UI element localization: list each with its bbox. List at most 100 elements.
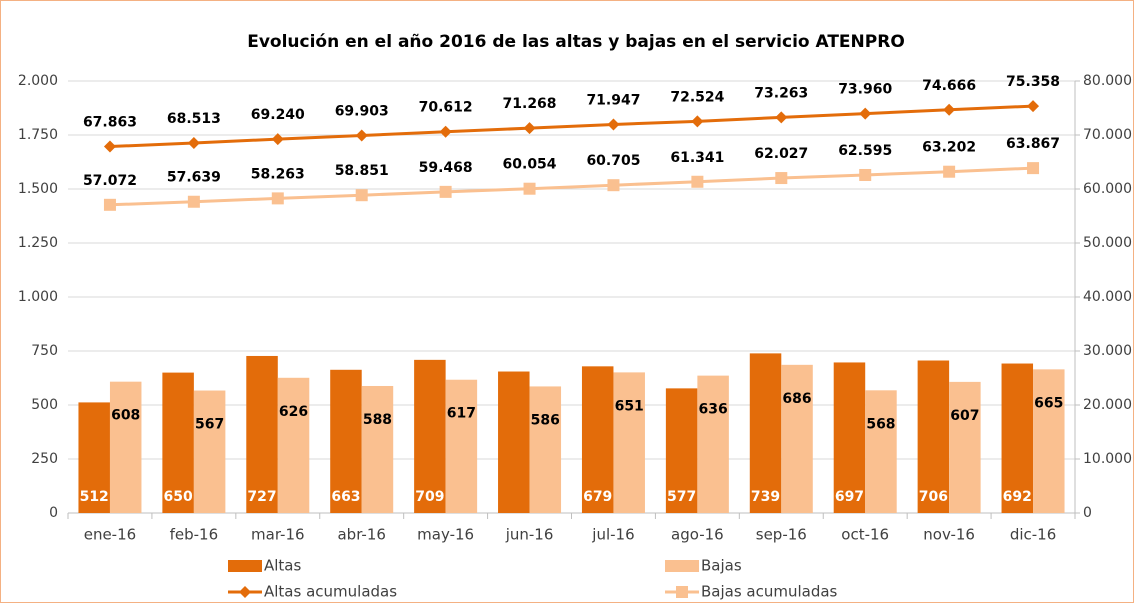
- bar: [109, 381, 142, 513]
- data-label: 686: [782, 391, 811, 407]
- marker: [439, 185, 452, 198]
- y2-tick-label: 30.000: [1083, 343, 1132, 359]
- marker: [355, 129, 368, 142]
- data-label: 607: [950, 408, 979, 424]
- bar: [581, 366, 614, 513]
- bar: [498, 371, 530, 513]
- marker: [943, 103, 956, 116]
- data-label: 68.513: [167, 111, 221, 127]
- y2-tick-label: 40.000: [1083, 289, 1132, 305]
- y-tick-label: 0: [49, 505, 58, 521]
- y2-tick-label: 70.000: [1083, 127, 1132, 143]
- data-label: 60.705: [586, 153, 640, 169]
- y-tick-label: 750: [31, 343, 58, 359]
- data-label: 512: [80, 489, 109, 505]
- y2-tick-label: 20.000: [1083, 397, 1132, 413]
- chart-title: Evolución en el año 2016 de las altas y …: [247, 32, 905, 52]
- data-label: 608: [111, 408, 140, 424]
- legend-label: Bajas acumuladas: [701, 583, 838, 601]
- bar: [414, 359, 446, 513]
- bar: [78, 402, 110, 513]
- data-label: 70.612: [419, 100, 473, 116]
- data-label: 59.468: [419, 160, 473, 176]
- x-tick-label: may-16: [417, 526, 474, 544]
- data-label: 577: [667, 489, 696, 505]
- data-label: 62.595: [838, 143, 892, 159]
- bar: [330, 369, 362, 513]
- bar: [665, 388, 698, 513]
- data-label: 727: [247, 489, 276, 505]
- data-label: 63.867: [1006, 136, 1060, 152]
- bar: [529, 386, 562, 513]
- y-tick-label: 1.000: [18, 289, 58, 305]
- bar: [613, 372, 645, 513]
- bar: [949, 381, 981, 513]
- data-label: 71.947: [586, 92, 640, 108]
- x-tick-label: mar-16: [251, 526, 305, 544]
- data-label: 626: [279, 404, 308, 420]
- x-tick-label: abr-16: [337, 526, 385, 544]
- y-tick-label: 1.250: [18, 235, 58, 251]
- x-tick-label: oct-16: [841, 526, 889, 544]
- bar: [697, 375, 729, 513]
- x-tick-label: sep-16: [756, 526, 807, 544]
- data-label: 706: [919, 489, 948, 505]
- marker: [523, 122, 536, 135]
- data-label: 69.240: [251, 107, 305, 123]
- data-label: 73.263: [754, 85, 808, 101]
- marker: [271, 133, 284, 146]
- bar: [1001, 363, 1034, 513]
- data-label: 58.263: [251, 166, 305, 182]
- data-label: 63.202: [922, 140, 976, 156]
- data-label: 57.072: [83, 173, 137, 189]
- data-label: 57.639: [167, 170, 221, 186]
- x-tick-label: ene-16: [84, 526, 136, 544]
- marker: [439, 125, 452, 138]
- legend-swatch: [665, 560, 699, 572]
- y2-tick-label: 60.000: [1083, 181, 1132, 197]
- data-label: 568: [866, 416, 895, 432]
- data-label: 739: [751, 489, 780, 505]
- y-tick-label: 500: [31, 397, 58, 413]
- bar: [277, 377, 310, 513]
- bar: [833, 362, 866, 513]
- marker: [775, 172, 788, 185]
- marker: [691, 175, 704, 188]
- data-label: 697: [835, 489, 864, 505]
- legend-marker: [239, 586, 251, 598]
- y2-tick-label: 50.000: [1083, 235, 1132, 251]
- y-tick-label: 1.500: [18, 181, 58, 197]
- data-label: 692: [1003, 489, 1032, 505]
- marker: [103, 140, 116, 153]
- marker: [691, 115, 704, 128]
- bar: [917, 360, 950, 513]
- marker: [943, 165, 956, 178]
- data-label: 62.027: [754, 146, 808, 162]
- bar: [246, 355, 278, 513]
- data-label: 665: [1034, 395, 1063, 411]
- marker: [103, 198, 116, 211]
- data-label: 58.851: [335, 163, 389, 179]
- legend-swatch: [228, 560, 262, 572]
- data-label: 636: [699, 402, 728, 418]
- data-label: 586: [531, 412, 560, 428]
- marker: [355, 189, 368, 202]
- data-label: 651: [615, 398, 644, 414]
- data-label: 709: [415, 489, 444, 505]
- bar: [162, 372, 194, 513]
- x-tick-label: nov-16: [923, 526, 975, 544]
- bar: [781, 364, 813, 513]
- marker: [607, 179, 620, 192]
- marker: [859, 168, 872, 181]
- x-tick-label: feb-16: [170, 526, 219, 544]
- bar: [749, 353, 782, 513]
- data-label: 60.054: [503, 157, 557, 173]
- data-label: 663: [331, 489, 360, 505]
- data-label: 567: [195, 417, 224, 433]
- marker: [859, 107, 872, 120]
- legend-label: Bajas: [701, 557, 742, 575]
- bar: [445, 379, 478, 513]
- marker: [271, 192, 284, 205]
- x-tick-label: dic-16: [1010, 526, 1056, 544]
